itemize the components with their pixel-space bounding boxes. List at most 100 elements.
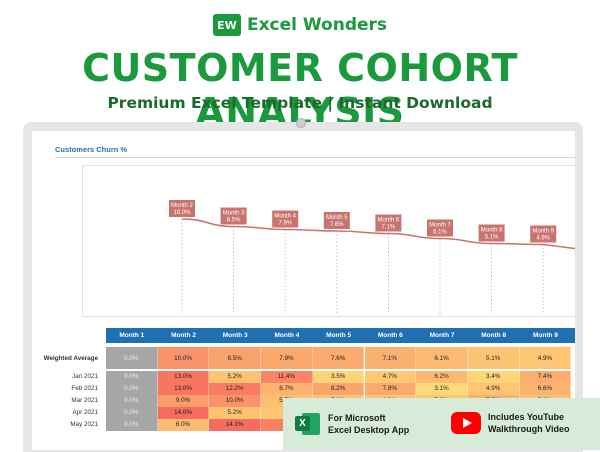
data-label-box xyxy=(375,214,402,232)
category-label: Month 6 xyxy=(378,218,400,224)
column-header: Month 2 xyxy=(171,332,196,339)
churn-series-line xyxy=(181,218,575,250)
table-cell: 0.0% xyxy=(106,383,158,395)
table-cell: 6.2% xyxy=(416,371,468,383)
youtube-badge-text: Includes YouTube Walkthrough Video xyxy=(488,412,570,434)
data-label: Month 85.1% xyxy=(478,224,505,242)
column-header: Month 1 xyxy=(119,332,145,339)
table-cell: 4.7% xyxy=(364,371,417,383)
table-cell: 6.1% xyxy=(416,347,468,369)
table-cell: 10.0% xyxy=(157,347,210,369)
category-label: Month 8 xyxy=(481,228,503,234)
data-label-box xyxy=(323,212,350,229)
table-cell: 3.5% xyxy=(312,371,365,383)
data-label: Month 76.1% xyxy=(427,219,453,237)
column-header: Month 9 xyxy=(532,332,558,339)
table-cell: 8.5% xyxy=(209,347,262,369)
table-header-row: Month 1 Month 2 Month 3 Month 4 Month 5 Month… xyxy=(106,328,575,343)
table-cell: 10.0% xyxy=(209,395,262,407)
table-cell: 5.2% xyxy=(209,371,262,383)
value-label: 5.1% xyxy=(485,235,499,241)
row-label: Apr 2021 xyxy=(72,409,98,417)
column-header: Month 3 xyxy=(222,332,248,339)
webcam-icon xyxy=(296,118,306,128)
table-cell: 13.0% xyxy=(157,371,210,383)
value-label: 6.1% xyxy=(433,230,447,236)
column-header: Month 8 xyxy=(481,332,507,339)
table-cell: 0.0% xyxy=(106,347,158,369)
table-cell: 7.8% xyxy=(364,383,417,395)
data-label: Month 57.6% xyxy=(323,212,350,229)
row-label: Feb 2021 xyxy=(71,385,98,393)
table-cell: 6.6% xyxy=(519,383,572,395)
table-cell: 5.1% xyxy=(467,347,520,369)
row-label: Weighted Average xyxy=(43,354,98,362)
table-cell: 9.0% xyxy=(157,395,210,407)
table-cell: 7.9% xyxy=(261,347,313,369)
data-label-box xyxy=(478,224,505,242)
page-title: CUSTOMER COHORT ANALYSIS xyxy=(82,46,518,134)
category-label: Month 5 xyxy=(326,215,348,221)
table-cell: 7.6% xyxy=(312,347,365,369)
microsoft-excel-icon: X xyxy=(295,411,321,437)
table-cell: 7.1% xyxy=(364,347,417,369)
column-header: Month 7 xyxy=(429,332,455,339)
category-label: Month 7 xyxy=(429,223,451,229)
youtube-play-icon xyxy=(451,412,481,434)
feature-badges: X For Microsoft Excel Desktop App Includ… xyxy=(283,398,600,450)
data-label: Month 210.0% xyxy=(169,200,195,217)
data-label-box xyxy=(169,200,195,217)
youtube-badge: Includes YouTube Walkthrough Video xyxy=(451,411,570,435)
row-label: Mar 2021 xyxy=(71,397,98,405)
table-cell: 0.0% xyxy=(106,419,158,431)
table-cell: 7.4% xyxy=(519,371,572,383)
table-cell: 3.4% xyxy=(467,371,520,383)
data-label: Month 94.9% xyxy=(530,225,557,243)
chart-title: Customers Churn % xyxy=(55,145,128,154)
table-cell: 6.7% xyxy=(261,383,313,395)
table-cell: 0.0% xyxy=(106,395,158,407)
table-cell: 4.9% xyxy=(467,383,520,395)
value-label: 4.9% xyxy=(536,236,550,242)
table-cell: 0.0% xyxy=(106,371,158,383)
chart-area xyxy=(82,165,575,317)
data-label-box xyxy=(272,210,299,228)
column-header: Month 4 xyxy=(274,332,300,339)
table-cell: 8.2% xyxy=(312,383,365,395)
data-label: Month 38.5% xyxy=(220,207,247,225)
table-cell: 12.2% xyxy=(209,383,262,395)
table-cell: 5.2% xyxy=(209,407,262,419)
row-label: May 2021 xyxy=(70,421,98,429)
category-label: Month 2 xyxy=(171,203,193,209)
data-label: Month 47.9% xyxy=(272,210,299,228)
data-label-box xyxy=(530,225,557,243)
column-header: Month 5 xyxy=(326,332,352,339)
table-cell: 14.0% xyxy=(157,407,210,419)
category-label: Month 9 xyxy=(532,229,554,235)
excel-badge-text: For Microsoft Excel Desktop App xyxy=(328,413,410,435)
table-cell: 3.1% xyxy=(416,383,468,395)
table-cell: 4.9% xyxy=(519,347,572,369)
data-label-box xyxy=(220,207,247,225)
table-cell: 14.1% xyxy=(209,419,262,431)
category-label: Month 3 xyxy=(223,211,245,217)
page-subtitle: Premium Excel Template | Instant Downloa… xyxy=(107,94,493,112)
brand-header: EW Excel Wonders xyxy=(0,12,600,38)
value-label: 8.5% xyxy=(227,218,241,224)
data-label: Month 67.1% xyxy=(375,214,402,232)
row-label: Jan 2021 xyxy=(72,373,98,381)
churn-line-chart: Month 210.0% Month 38.5%Month 47.9%Month … xyxy=(169,200,575,314)
table-cell: 13.0% xyxy=(157,383,210,395)
excel-badge: X For Microsoft Excel Desktop App xyxy=(295,411,409,437)
spreadsheet-screen: Customers Churn % Month 2 10.0% Month 3 8.5… xyxy=(32,131,575,450)
value-label: 7.6% xyxy=(330,222,344,228)
value-label: 7.1% xyxy=(382,225,396,231)
table-cell: 6.0% xyxy=(157,419,210,431)
table-cell: 0.0% xyxy=(106,407,158,419)
excel-wonders-logo-icon: EW xyxy=(212,14,241,36)
value-label: 7.9% xyxy=(278,221,292,227)
column-header: Month 6 xyxy=(377,332,403,339)
value-label: 10.0% xyxy=(173,210,191,216)
chart-title-divider xyxy=(55,157,575,158)
category-label: Month 4 xyxy=(274,214,296,220)
